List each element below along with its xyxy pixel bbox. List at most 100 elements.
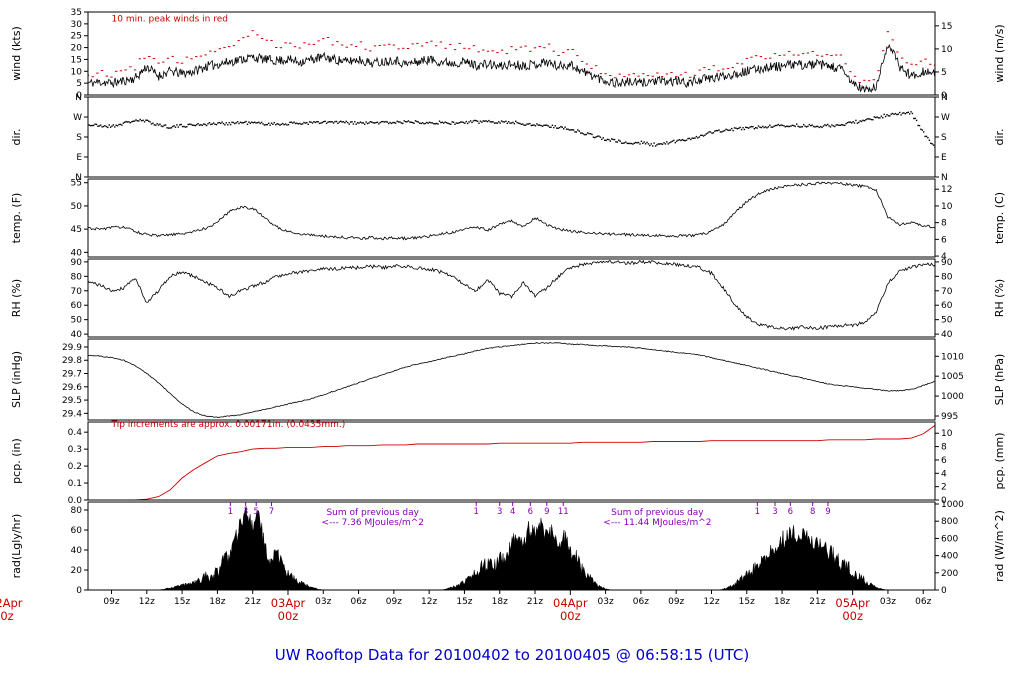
ytick-label-left: 30 [71, 20, 83, 30]
time-tick-label: 21z [245, 597, 261, 607]
panel-frame [87, 96, 936, 178]
ytick-label-left: 29.8 [62, 356, 82, 366]
ytick-label-left: 29.9 [62, 343, 82, 353]
ytick-label-left: 0 [76, 91, 82, 101]
series-wind_direction [88, 111, 935, 148]
ytick-label-left: 29.5 [62, 396, 82, 406]
ylabel-right: pcp. (mm) [993, 432, 1006, 489]
ytick-label-right: 15 [941, 22, 952, 32]
series-temp_f [88, 181, 935, 241]
ytick-label-left: 0.2 [68, 462, 82, 472]
ylabel-left: pcp. (in) [10, 438, 23, 484]
ytick-label-left: 60 [71, 301, 83, 311]
ylabel-right: rad (W/m^2) [993, 510, 1006, 582]
panel-annotation: <--- 11.44 MJoules/m^2 [603, 518, 711, 528]
time-tick-label: 12z [421, 597, 437, 607]
rad-sum-tick-label: 11 [558, 507, 569, 517]
ytick-label-right: 10 [941, 429, 953, 439]
ytick-label-right: 1000 [941, 500, 964, 510]
ytick-label-left: 29.7 [62, 370, 82, 380]
time-tick-label: 12z [703, 597, 719, 607]
ylabel-right: RH (%) [993, 279, 1006, 317]
ytick-label-right: 0 [941, 91, 947, 101]
time-tick-label: 18z [209, 597, 225, 607]
rad-sum-tick-label: 4 [510, 507, 515, 517]
ytick-label-left: 29.4 [62, 409, 82, 419]
panel-frame [87, 258, 936, 338]
ylabel-left: temp. (F) [10, 193, 23, 244]
panel-temp-axes: 40 45 50 55 4 6 8 10 12 temp. (F) temp. (C) [10, 179, 1006, 262]
rad-sum-tick-label: 6 [788, 507, 793, 517]
ytick-label-left: 0.3 [68, 445, 82, 455]
ytick-label-right: 1005 [941, 372, 964, 382]
ylabel-right: dir. [993, 128, 1006, 145]
ytick-label-right: S [941, 133, 947, 143]
panel-pcp-series [88, 425, 935, 500]
ytick-label-right: 2 [941, 483, 947, 493]
rad-sum-tick-label: 1 [755, 507, 760, 517]
panel-rh-axes: 40 50 60 70 80 90 40 50 60 70 80 90 RH (%) RH (%) [10, 258, 1006, 340]
ytick-label-left: E [76, 153, 82, 163]
panel-annotation: Tip increments are approx. 0.00171in. (0… [111, 420, 346, 430]
day-label: 03Apr [271, 596, 306, 610]
ytick-label-right: 8 [941, 219, 947, 229]
ylabel-right: temp. (C) [993, 192, 1006, 244]
rad-sum-tick-label: 7 [269, 507, 274, 517]
chart-title: UW Rooftop Data for 20100402 to 20100405… [274, 646, 750, 664]
ylabel-left: dir. [10, 128, 23, 145]
rad-sum-tick-label: 8 [810, 507, 815, 517]
ytick-label-left: 0.0 [68, 496, 83, 506]
ytick-label-right: N [941, 93, 948, 103]
ylabel-left: rad(Lgly/hr) [10, 514, 23, 579]
ytick-label-left: 20 [71, 44, 83, 54]
time-tick-label: 06z [915, 597, 931, 607]
ylabel-right: wind (m/s) [993, 24, 1006, 82]
time-tick-label: 21z [809, 597, 825, 607]
ytick-label-left: 35 [71, 8, 82, 18]
day-label: 04Apr [553, 596, 588, 610]
ytick-label-right: N [941, 173, 948, 183]
ytick-label-left: 0.1 [68, 479, 82, 489]
time-tick-label: 09z [386, 597, 402, 607]
series-rh_pct [88, 259, 935, 331]
rad-sum-tick-label: 9 [825, 507, 830, 517]
ytick-label-left: 20 [71, 566, 83, 576]
rad-sum-tick-label: 1 [228, 507, 233, 517]
ytick-label-right: 400 [941, 552, 958, 562]
ytick-label-left: 70 [71, 287, 83, 297]
time-tick-label: 21z [527, 597, 543, 607]
panel-frame [87, 501, 936, 591]
ytick-label-right: 1010 [941, 352, 964, 362]
rad-sum-tick-label: 1 [473, 507, 478, 517]
panel-dir-series [88, 111, 935, 148]
panel-wind-series [88, 30, 935, 94]
series-solar_rad [88, 506, 935, 590]
ytick-label-right: 800 [941, 517, 958, 527]
ylabel-left: SLP (inHg) [10, 351, 23, 408]
ytick-label-right: 6 [941, 456, 947, 466]
time-tick-label: 15z [174, 597, 190, 607]
ytick-label-left: 5 [76, 79, 82, 89]
ytick-label-right: 50 [941, 316, 953, 326]
panel-annotation: 10 min. peak winds in red [112, 15, 229, 25]
day-label-z: 00z [842, 609, 863, 623]
panel-slp-series [88, 342, 935, 418]
time-tick-label: 03z [315, 597, 331, 607]
start-day-label-z: 00z [0, 609, 14, 623]
ytick-label-right: 80 [941, 272, 953, 282]
ytick-label-right: 8 [941, 443, 947, 453]
ytick-label-right: 70 [941, 287, 953, 297]
ylabel-right: SLP (hPa) [993, 354, 1006, 406]
ytick-label-left: 50 [71, 202, 83, 212]
series-slp_inhg [88, 342, 935, 418]
ylabel-left: RH (%) [10, 279, 23, 317]
ytick-label-right: 5 [941, 68, 947, 78]
time-tick-label: 18z [492, 597, 508, 607]
ytick-label-right: 10 [941, 45, 953, 55]
ytick-label-right: 4 [941, 252, 947, 262]
